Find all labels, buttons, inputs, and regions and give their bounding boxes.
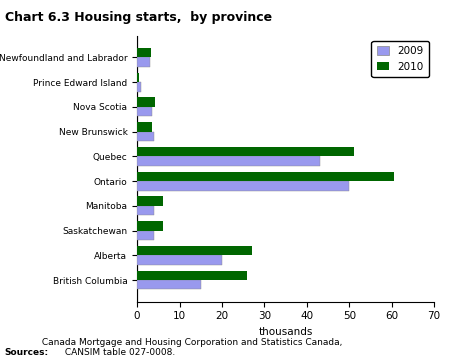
X-axis label: thousands: thousands [259,327,313,337]
Legend: 2009, 2010: 2009, 2010 [372,41,429,77]
Bar [137,230,154,240]
Bar [137,255,222,265]
Bar [137,172,394,181]
Bar [137,147,354,157]
Bar [137,206,154,215]
Bar [137,48,151,57]
Bar [137,246,252,255]
Bar [137,271,247,280]
Text: Canada Mortgage and Housing Corporation and Statistics Canada,
         CANSIM t: Canada Mortgage and Housing Corporation … [39,338,342,357]
Bar [137,73,139,82]
Bar [137,280,201,289]
Bar [137,221,163,230]
Bar [137,82,141,92]
Bar [137,196,163,206]
Bar [137,181,349,191]
Bar [137,132,154,141]
Bar [137,97,155,107]
Text: Chart 6.3 Housing starts,  by province: Chart 6.3 Housing starts, by province [5,11,272,24]
Bar [137,122,152,132]
Text: Sources:: Sources: [5,348,49,357]
Bar [137,107,152,116]
Bar [137,157,319,166]
Bar [137,57,150,67]
